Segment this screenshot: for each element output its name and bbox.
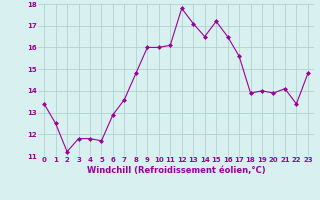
X-axis label: Windchill (Refroidissement éolien,°C): Windchill (Refroidissement éolien,°C): [87, 166, 265, 175]
